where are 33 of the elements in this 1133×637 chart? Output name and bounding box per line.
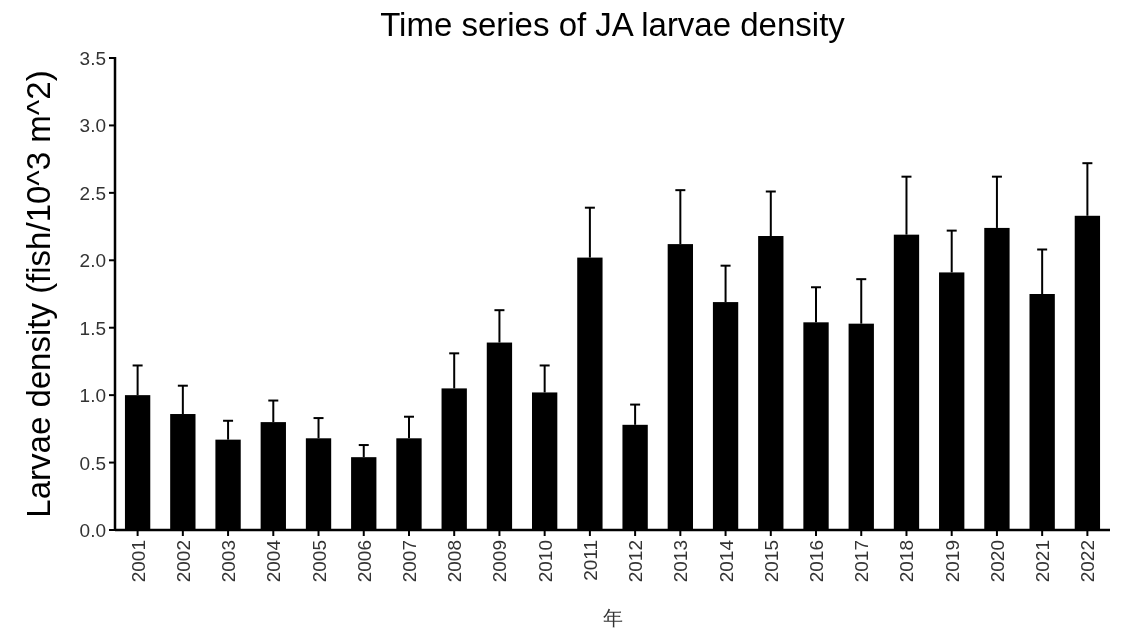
x-tick-label: 2015	[760, 540, 782, 583]
x-tick-label: 2021	[1032, 540, 1054, 583]
x-tick-label: 2020	[986, 540, 1008, 583]
x-tick-label: 2005	[308, 540, 330, 583]
x-tick-label: 2016	[806, 540, 828, 583]
x-tick-label: 2006	[353, 540, 375, 583]
y-tick-label: 1.5	[79, 317, 106, 339]
x-tick-label: 2022	[1077, 540, 1099, 583]
y-tick-label: 3.0	[79, 115, 106, 137]
x-tick-label: 2013	[670, 540, 692, 583]
x-tick-label: 2003	[218, 540, 240, 583]
x-tick-label: 2002	[172, 540, 194, 583]
x-tick-label: 2009	[489, 540, 511, 583]
y-axis-title: Larvae density (fish/10^3 m^2)	[20, 70, 57, 518]
y-tick-label: 1.0	[79, 385, 106, 407]
y-tick-label: 0.0	[79, 520, 106, 541]
x-tick-label: 2018	[896, 540, 918, 583]
x-axis-title: 年	[602, 607, 623, 629]
x-tick-label: 2014	[715, 539, 737, 583]
x-tick-label: 2001	[127, 540, 149, 583]
y-tick-label: 0.5	[79, 452, 106, 474]
x-tick-label: 2019	[941, 540, 963, 583]
y-tick-label: 2.0	[79, 250, 106, 272]
y-tick-label: 3.5	[79, 48, 106, 69]
x-tick-label: 2012	[625, 540, 647, 583]
x-tick-label: 2004	[263, 539, 285, 583]
chart-title: Time series of JA larvae density	[380, 6, 846, 43]
x-tick-label: 2017	[851, 540, 873, 583]
x-tick-label: 2007	[398, 540, 420, 583]
x-tick-label: 2010	[534, 540, 556, 583]
x-tick-label: 2008	[444, 540, 466, 583]
y-tick-label: 2.5	[79, 182, 106, 204]
x-tick-label: 2011	[579, 540, 601, 581]
